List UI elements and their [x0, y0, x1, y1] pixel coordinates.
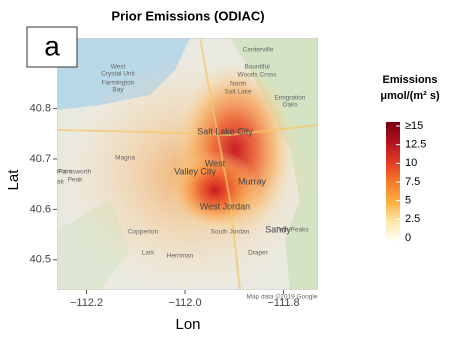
map-label: Valley City [174, 166, 216, 176]
panel-label: a [44, 30, 60, 61]
y-tick-label: 40.8 [30, 102, 51, 114]
colorbar-label: 2.5 [405, 213, 420, 225]
map-label: Salt Lake City [197, 126, 253, 136]
map-label: North [230, 81, 246, 88]
map-label: West [111, 64, 126, 71]
map-label: Bay [112, 87, 124, 94]
map-label: Copperton [128, 229, 159, 236]
map-label: Crystal Unit [101, 71, 135, 78]
chart-title: Prior Emissions (ODIAC) [111, 8, 264, 23]
map-label: Murray [238, 176, 267, 186]
y-tick-label: 40.7 [30, 153, 51, 165]
y-tick-label: 40.5 [30, 254, 51, 266]
map-label: Woods Cross [238, 72, 278, 79]
map-label: Bountiful [244, 64, 270, 71]
legend-title: Emissions [382, 74, 437, 86]
map-label: Centerville [243, 47, 274, 54]
colorbar-label: 5 [405, 195, 411, 207]
colorbar-label: 7.5 [405, 176, 420, 188]
x-axis-label: Lon [175, 316, 200, 333]
map-label: Salt Lake [224, 89, 251, 96]
map-label: Farmington [102, 80, 135, 87]
map-label: Oaks [282, 102, 298, 109]
map-label: Draper [248, 250, 269, 257]
colorbar-label: 12.5 [405, 139, 426, 151]
y-tick-label: 40.6 [30, 203, 51, 215]
map-label: Farnsworth [59, 169, 92, 176]
map-label: Lark [142, 250, 155, 257]
map-label: Magna [115, 155, 135, 162]
y-axis-label: Lat [5, 169, 22, 191]
chart: a Prior Emissions (ODIAC) Lon Lat Emissi… [0, 0, 453, 337]
map-label: West Jordan [200, 201, 250, 211]
colorbar-label: 0 [405, 232, 411, 244]
map-label: Emigration [274, 95, 305, 102]
legend-title: μmol/(m² s) [380, 90, 440, 102]
colorbar-label: 10 [405, 157, 417, 169]
map-label: Map data ©2019 Google [247, 293, 318, 301]
page: {"chart_data": { "type": "heatmap", "tit… [0, 0, 453, 337]
map-label: Twin Peaks [275, 227, 309, 234]
map-label: Peak [68, 177, 84, 184]
map-label: ak [57, 179, 65, 186]
x-tick-label: −112.0 [168, 297, 201, 309]
map-label: Herriman [167, 253, 194, 260]
map-label: South Jordan [211, 229, 250, 236]
colorbar-label: ≥15 [405, 120, 423, 132]
x-tick-label: −112.2 [70, 297, 103, 309]
